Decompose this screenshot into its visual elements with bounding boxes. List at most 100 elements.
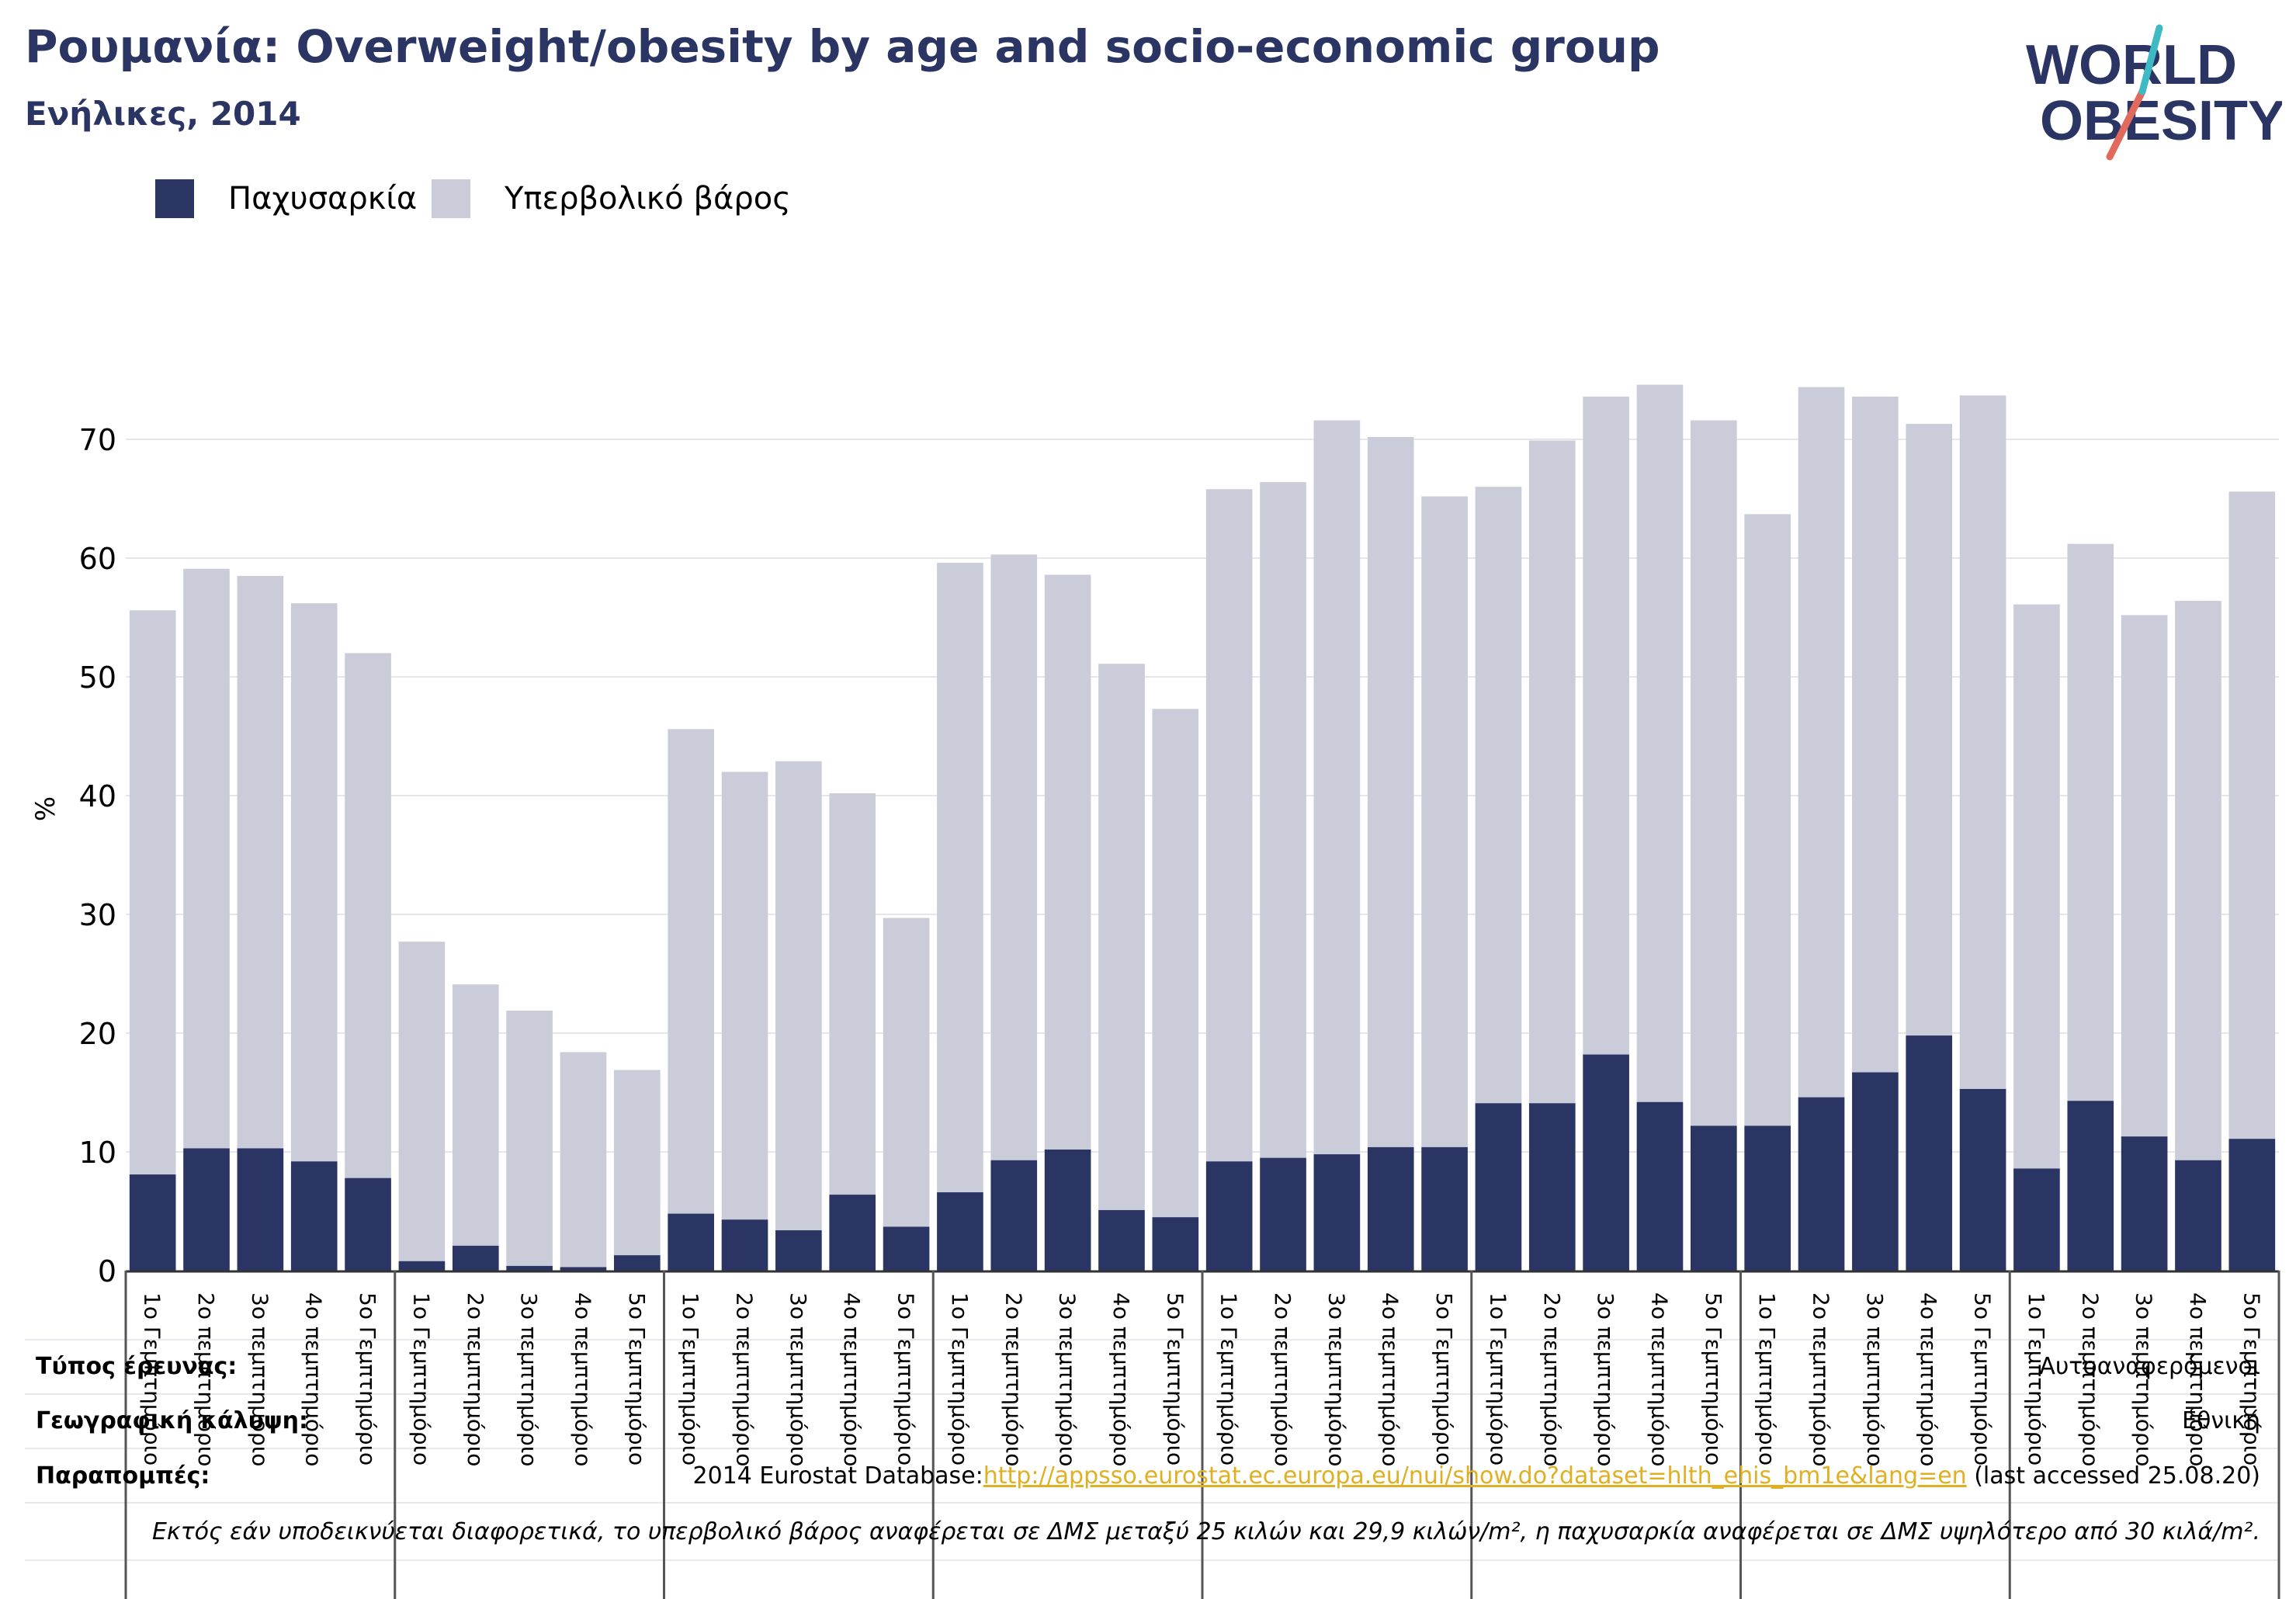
bar-obesity: [1691, 1126, 1737, 1271]
x-tick-label: 2ο πεμπτημόριο: [1539, 1292, 1565, 1466]
x-tick-label: 2ο πεμπτημόριο: [1809, 1292, 1834, 1466]
bar-obesity: [345, 1178, 391, 1271]
bar-overweight: [1959, 395, 2006, 1089]
bar-overweight: [883, 917, 930, 1227]
x-tick-label: 4ο πεμπτημόριο: [301, 1292, 327, 1466]
x-tick-label: 2ο πεμπτημόριο: [2077, 1292, 2103, 1466]
bar-obesity: [1528, 1103, 1576, 1271]
geo-coverage-value: Εθνική: [2182, 1407, 2260, 1434]
bar-overweight: [1583, 396, 1629, 1055]
x-tick-label: 2ο πεμπτημόριο: [732, 1292, 758, 1466]
bar-overweight: [668, 729, 714, 1214]
x-tick-label: 1ο Γεμπτημόριο: [2024, 1292, 2049, 1465]
y-axis-label: %: [30, 796, 61, 821]
bar-overweight: [398, 942, 446, 1261]
bar-overweight: [560, 1052, 607, 1268]
x-tick-label: 3ο πεμπτημόριο: [2131, 1292, 2157, 1466]
bar-obesity: [1098, 1209, 1145, 1271]
bar-obesity: [2121, 1136, 2168, 1271]
bar-overweight: [129, 610, 176, 1175]
bar-obesity: [237, 1148, 284, 1271]
bar-overweight: [1367, 436, 1414, 1147]
bar-overweight: [1205, 489, 1253, 1162]
y-tick-label: 40: [79, 779, 116, 813]
bar-overweight: [1528, 440, 1576, 1104]
bar-overweight: [1313, 420, 1361, 1155]
x-tick-label: 1ο Γεμπτημόριο: [1754, 1292, 1780, 1465]
bar-obesity: [1152, 1217, 1199, 1271]
references-text: 2014 Eurostat Database:http://appsso.eur…: [693, 1462, 2260, 1490]
x-tick-label: 3ο πεμπτημόριο: [1862, 1292, 1888, 1466]
bar-obesity: [1636, 1101, 1684, 1271]
bar-obesity: [614, 1255, 661, 1271]
bar-overweight: [2067, 543, 2114, 1101]
bar-overweight: [721, 772, 768, 1220]
references-link[interactable]: http://appsso.eurostat.ec.europa.eu/nui/…: [983, 1462, 1967, 1490]
x-tick-label: 4ο πεμπτημόριο: [1646, 1292, 1672, 1466]
bar-overweight: [2175, 601, 2221, 1160]
x-tick-label: 4ο πεμπτημόριο: [2185, 1292, 2211, 1466]
logo-slash-red: [2106, 88, 2146, 161]
bar-obesity: [2228, 1139, 2276, 1271]
bar-obesity: [829, 1195, 876, 1271]
y-tick-label: 30: [79, 898, 116, 932]
bar-overweight: [1798, 387, 1845, 1098]
x-tick-label: 2ο πεμπτημόριο: [463, 1292, 488, 1466]
x-tick-label: 5ο Γεμπτημόριο: [1970, 1292, 1996, 1465]
bar-obesity: [1744, 1126, 1791, 1271]
x-tick-label: 3ο πεμπτημόριο: [1055, 1292, 1080, 1466]
logo-slash-teal: [2138, 24, 2163, 95]
x-tick-label: 3ο πεμπτημόριο: [516, 1292, 542, 1466]
definition-note: Εκτός εάν υποδεικνύεται διαφορετικά, το …: [151, 1518, 2260, 1545]
bar-obesity: [1313, 1154, 1361, 1271]
x-tick-label: 1ο Γεμπτημόριο: [408, 1292, 434, 1465]
x-tick-label: 2ο πεμπτημόριο: [1270, 1292, 1295, 1466]
x-tick-label: 4ο πεμπτημόριο: [839, 1292, 865, 1466]
bar-obesity: [668, 1213, 714, 1271]
world-obesity-logo: WORLD OBESITY: [2026, 24, 2282, 161]
bar-overweight: [1744, 514, 1791, 1126]
y-tick-label: 50: [79, 661, 116, 695]
bar-overweight: [290, 603, 338, 1162]
bar-overweight: [829, 793, 876, 1195]
bar-obesity: [721, 1219, 768, 1271]
x-tick-label: 3ο πεμπτημόριο: [247, 1292, 272, 1466]
bar-obesity: [775, 1230, 822, 1271]
bar-obesity: [1205, 1161, 1253, 1271]
x-tick-label: 4ο πεμπτημόριο: [1378, 1292, 1403, 1466]
x-tick-label: 5ο Γεμπτημόριο: [1701, 1292, 1726, 1465]
legend-label-overweight: Υπερβολικό βάρος: [505, 181, 791, 217]
bar-overweight: [2121, 615, 2168, 1137]
x-tick-label: 5ο Γεμπτημόριο: [355, 1292, 380, 1465]
bar-obesity: [398, 1261, 446, 1271]
y-tick-label: 0: [98, 1254, 116, 1289]
x-tick-label: 2ο πεμπτημόριο: [1001, 1292, 1026, 1466]
chart-title: Ρουμανία: Overweight/obesity by age and …: [25, 20, 1660, 73]
x-tick-label: 5ο Γεμπτημόριο: [2239, 1292, 2264, 1465]
x-tick-label: 3ο πεμπτημόριο: [1323, 1292, 1349, 1466]
survey-type-value: Αυτοαναφερόμενοι: [2039, 1353, 2260, 1380]
bar-obesity: [1583, 1054, 1629, 1271]
bar-overweight: [1044, 574, 1091, 1150]
bar-obesity: [560, 1267, 607, 1271]
bar-overweight: [2013, 604, 2060, 1169]
bar-obesity: [1367, 1146, 1414, 1271]
x-tick-label: 1ο Γεμπτημόριο: [1216, 1292, 1242, 1465]
references-prefix: 2014 Eurostat Database:: [692, 1462, 983, 1490]
legend-label-obesity: Παχυσαρκία: [228, 181, 418, 217]
x-tick-label: 2ο πεμπτημόριο: [193, 1292, 219, 1466]
bar-overweight: [1636, 384, 1684, 1102]
x-tick-label: 3ο πεμπτημόριο: [1593, 1292, 1618, 1466]
legend-swatch-obesity: [155, 179, 194, 218]
bar-overweight: [2228, 491, 2276, 1139]
bar-overweight: [1906, 424, 1953, 1036]
y-tick-label: 20: [79, 1017, 116, 1051]
x-tick-label: 4ο πεμπτημόριο: [1108, 1292, 1134, 1466]
x-tick-label: 5ο Γεμπτημόριο: [1162, 1292, 1188, 1465]
bar-obesity: [1852, 1072, 1899, 1271]
bar-obesity: [1044, 1149, 1091, 1271]
bar-obesity: [129, 1174, 176, 1271]
bar-overweight: [990, 554, 1038, 1160]
legend-item-obesity: Παχυσαρκία: [155, 179, 417, 219]
x-tick-label: 1ο Γεμπτημόριο: [1485, 1292, 1510, 1465]
